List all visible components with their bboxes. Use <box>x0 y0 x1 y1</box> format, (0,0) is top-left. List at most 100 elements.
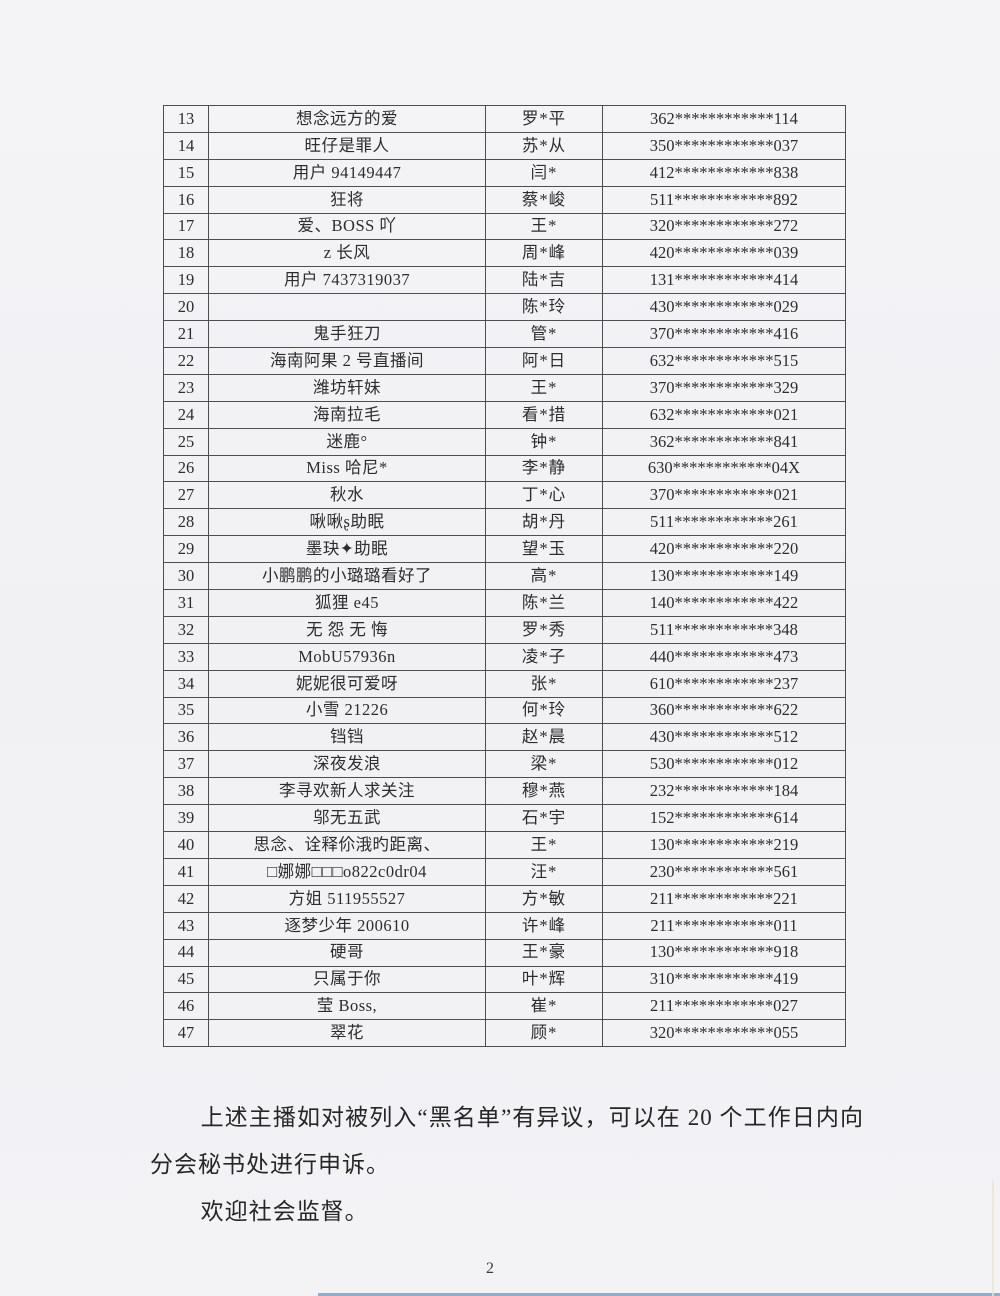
table-row: 21 鬼手狂刀 管* 370************416 <box>163 320 846 349</box>
name-cell: 蔡*峻 <box>485 185 603 214</box>
row-number-cell: 41 <box>163 857 209 886</box>
nickname-cell: 逐梦少年 200610 <box>208 911 486 940</box>
table-row: 16 狂将 蔡*峻 511************892 <box>163 185 846 214</box>
id-number-cell: 370************416 <box>602 320 846 349</box>
row-number-cell: 33 <box>163 642 209 671</box>
nickname-cell: MobU57936n <box>208 642 486 671</box>
row-number-cell: 40 <box>163 831 209 859</box>
row-number-cell: 31 <box>163 589 209 617</box>
nickname-cell: 狂将 <box>208 185 486 214</box>
table-row: 33 MobU57936n 凌*子 440************473 <box>163 642 846 671</box>
row-number-cell: 37 <box>163 750 209 779</box>
name-cell: 陈*玲 <box>485 293 603 322</box>
id-number-cell: 350************037 <box>602 131 846 160</box>
name-cell: 望*玉 <box>485 535 603 564</box>
name-cell: 周*峰 <box>485 239 603 268</box>
row-number-cell: 28 <box>163 508 209 537</box>
id-number-cell: 230************561 <box>602 857 846 886</box>
nickname-cell: 翠花 <box>208 1019 486 1048</box>
name-cell: 石*宇 <box>485 804 603 833</box>
row-number-cell: 35 <box>163 696 209 725</box>
nickname-cell: 铛铛 <box>208 723 486 752</box>
name-cell: 看*措 <box>485 400 603 429</box>
id-number-cell: 430************512 <box>602 723 846 752</box>
table-row: 43 逐梦少年 200610 许*峰 211************011 <box>163 911 846 940</box>
table-row: 31 狐狸 e45 陈*兰 140************422 <box>163 589 846 617</box>
nickname-cell: 爱、BOSS 吖 <box>208 212 486 241</box>
nickname-cell: 深夜发浪 <box>208 750 486 779</box>
table-row: 36 铛铛 赵*晨 430************512 <box>163 723 846 752</box>
row-number-cell: 21 <box>163 320 209 349</box>
table-row: 28 啾啾ʂ助眠 胡*丹 511************261 <box>163 508 846 537</box>
table-row: 23 潍坊轩妹 王* 370************329 <box>163 373 846 402</box>
id-number-cell: 511************892 <box>602 185 846 214</box>
table-row: 47 翠花 顾* 320************055 <box>163 1019 846 1048</box>
nickname-cell: 只属于你 <box>208 965 486 994</box>
row-number-cell: 16 <box>163 185 209 214</box>
nickname-cell: 海南拉毛 <box>208 400 486 429</box>
scan-edge-artifact <box>992 1180 994 1296</box>
table-row: 27 秋水 丁*心 370************021 <box>163 481 846 510</box>
nickname-cell: 啾啾ʂ助眠 <box>208 508 486 537</box>
page-number: 2 <box>486 1260 494 1277</box>
name-cell: 王* <box>485 831 603 859</box>
nickname-cell: 思念、诠释伱涐旳距离、 <box>208 831 486 859</box>
name-cell: 赵*晨 <box>485 723 603 752</box>
id-number-cell: 362************841 <box>602 427 846 456</box>
table-row: 25 迷鹿° 钟* 362************841 <box>163 427 846 456</box>
name-cell: 陆*吉 <box>485 266 603 295</box>
name-cell: 凌*子 <box>485 642 603 671</box>
name-cell: 罗*平 <box>485 105 603 133</box>
supervision-paragraph: 欢迎社会监督。 <box>200 1199 369 1224</box>
nickname-cell: 小鹏鹏的小璐璐看好了 <box>208 562 486 591</box>
nickname-cell: 用户 7437319037 <box>208 266 486 295</box>
id-number-cell: 412************838 <box>602 158 846 187</box>
row-number-cell: 24 <box>163 400 209 429</box>
table-row: 18 z 长风 周*峰 420************039 <box>163 239 846 268</box>
table-row: 13 想念远方的爱 罗*平 362************114 <box>163 105 846 133</box>
id-number-cell: 360************622 <box>602 696 846 725</box>
name-cell: 陈*兰 <box>485 589 603 617</box>
nickname-cell: 海南阿果 2 号直播间 <box>208 347 486 375</box>
name-cell: 何*玲 <box>485 696 603 725</box>
row-number-cell: 38 <box>163 777 209 806</box>
table-row: 39 邬无五武 石*宇 152************614 <box>163 804 846 833</box>
row-number-cell: 39 <box>163 804 209 833</box>
name-cell: 罗*秀 <box>485 615 603 644</box>
table-row: 30 小鹏鹏的小璐璐看好了 高* 130************149 <box>163 562 846 591</box>
name-cell: 李*静 <box>485 454 603 483</box>
id-number-cell: 130************149 <box>602 562 846 591</box>
name-cell: 阿*日 <box>485 347 603 375</box>
table-row: 44 硬哥 王*豪 130************918 <box>163 938 846 967</box>
row-number-cell: 29 <box>163 535 209 564</box>
id-number-cell: 530************012 <box>602 750 846 779</box>
id-number-cell: 211************027 <box>602 992 846 1021</box>
row-number-cell: 22 <box>163 347 209 375</box>
id-number-cell: 370************329 <box>602 373 846 402</box>
id-number-cell: 430************029 <box>602 293 846 322</box>
nickname-cell: 李寻欢新人求关注 <box>208 777 486 806</box>
id-number-cell: 130************918 <box>602 938 846 967</box>
name-cell: 汪* <box>485 857 603 886</box>
id-number-cell: 632************021 <box>602 400 846 429</box>
appeal-paragraph: 上述主播如对被列入“黑名单”有异议，可以在 20 个工作日内向分会秘书处进行申诉… <box>150 1105 864 1177</box>
id-number-cell: 211************011 <box>602 911 846 940</box>
nickname-cell: 硬哥 <box>208 938 486 967</box>
id-number-cell: 610************237 <box>602 669 846 698</box>
id-number-cell: 632************515 <box>602 347 846 375</box>
row-number-cell: 46 <box>163 992 209 1021</box>
nickname-cell: 方姐 511955527 <box>208 884 486 913</box>
nickname-cell: 妮妮很可爱呀 <box>208 669 486 698</box>
nickname-cell: z 长风 <box>208 239 486 268</box>
table-row: 41 □娜娜□□□o822c0dr04 汪* 230************561 <box>163 857 846 886</box>
row-number-cell: 34 <box>163 669 209 698</box>
row-number-cell: 30 <box>163 562 209 591</box>
nickname-cell: 狐狸 e45 <box>208 589 486 617</box>
id-number-cell: 130************219 <box>602 831 846 859</box>
table-row: 29 墨玦✦助眠 望*玉 420************220 <box>163 535 846 564</box>
id-number-cell: 211************221 <box>602 884 846 913</box>
table-row: 42 方姐 511955527 方*敏 211************221 <box>163 884 846 913</box>
name-cell: 王* <box>485 212 603 241</box>
table-row: 26 Miss 哈尼* 李*静 630************04X <box>163 454 846 483</box>
